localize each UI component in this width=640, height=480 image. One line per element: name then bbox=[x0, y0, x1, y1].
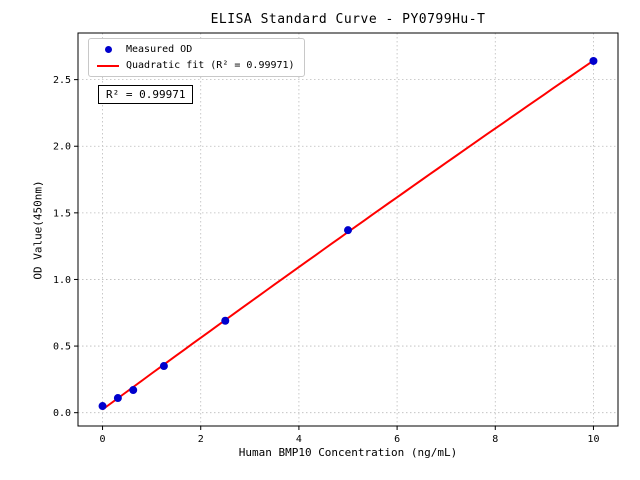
data-point bbox=[129, 386, 138, 395]
data-point bbox=[589, 56, 598, 65]
legend: Measured OD Quadratic fit (R² = 0.99971) bbox=[88, 38, 305, 77]
quadratic-fit-line bbox=[101, 59, 595, 411]
y-tick-label: 0.5 bbox=[53, 342, 71, 353]
x-tick-label: 0 bbox=[100, 434, 106, 445]
y-tick-label: 0.0 bbox=[53, 408, 71, 419]
x-tick-label: 8 bbox=[492, 434, 498, 445]
y-tick-label: 1.0 bbox=[53, 275, 71, 286]
x-tick-label: 4 bbox=[296, 434, 302, 445]
line-marker-icon bbox=[97, 64, 119, 67]
data-point bbox=[159, 362, 168, 371]
legend-marker-box bbox=[97, 46, 119, 53]
y-tick-label: 1.5 bbox=[53, 208, 71, 219]
legend-item-measured-od: Measured OD bbox=[97, 44, 295, 55]
r-squared-annotation: R² = 0.99971 bbox=[98, 85, 194, 104]
legend-label-measured-od: Measured OD bbox=[126, 44, 193, 55]
x-tick-label: 6 bbox=[394, 434, 400, 445]
scatter-marker-icon bbox=[104, 46, 112, 53]
x-axis-label: Human BMP10 Concentration (ng/mL) bbox=[238, 446, 458, 459]
y-tick-label: 2.5 bbox=[53, 75, 71, 86]
legend-marker-box bbox=[97, 64, 119, 67]
legend-item-quadratic-fit: Quadratic fit (R² = 0.99971) bbox=[97, 60, 295, 71]
chart-title: ELISA Standard Curve - PY0799Hu-T bbox=[210, 12, 486, 27]
y-tick-label: 2.0 bbox=[53, 142, 71, 153]
x-tick-label: 10 bbox=[587, 434, 599, 445]
data-point bbox=[113, 394, 122, 403]
data-point bbox=[221, 316, 230, 325]
x-tick-label: 2 bbox=[198, 434, 204, 445]
legend-label-quadratic-fit: Quadratic fit (R² = 0.99971) bbox=[126, 60, 295, 71]
axes-frame bbox=[77, 32, 619, 427]
y-axis-label: OD Value(450nm) bbox=[31, 180, 45, 280]
data-point bbox=[98, 402, 107, 411]
data-point bbox=[344, 226, 352, 235]
